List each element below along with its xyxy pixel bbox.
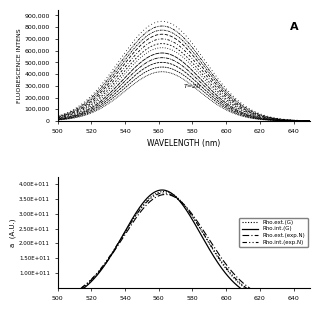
Rho.ext.(G) (303, 301, 307, 305)
Line: Rho.int.(G): Rho.int.(G) (58, 190, 310, 303)
Rho.ext.(G) (308, 301, 312, 305)
Rho.int.(exp.N) (263, 296, 267, 300)
Y-axis label: FLUORESCENCE INTENS: FLUORESCENCE INTENS (17, 28, 22, 103)
Rho.ext.(G) (193, 218, 197, 222)
Rho.ext.(exp.N) (176, 197, 180, 201)
Rho.ext.(G) (178, 198, 182, 202)
Rho.int.(G) (176, 197, 180, 201)
Rho.int.(exp.N) (56, 297, 60, 301)
Rho.int.(exp.N) (207, 240, 211, 244)
Rho.int.(exp.N) (176, 197, 180, 201)
Line: Rho.ext.(G): Rho.ext.(G) (58, 191, 310, 303)
Rho.int.(G) (308, 301, 312, 305)
Rho.int.(exp.N) (162, 191, 166, 195)
Rho.ext.(G) (162, 189, 166, 193)
Rho.ext.(G) (263, 296, 267, 300)
Rho.ext.(G) (207, 241, 211, 244)
Rho.ext.(exp.N) (164, 193, 167, 196)
Rho.int.(G) (160, 188, 164, 192)
Text: T=20: T=20 (184, 84, 201, 89)
Rho.int.(exp.N) (303, 300, 307, 304)
Text: A: A (290, 22, 299, 32)
Rho.ext.(exp.N) (178, 198, 182, 202)
X-axis label: WAVELENGTH (nm): WAVELENGTH (nm) (148, 139, 220, 148)
Line: Rho.ext.(exp.N): Rho.ext.(exp.N) (58, 195, 310, 302)
Rho.ext.(exp.N) (303, 300, 307, 304)
Rho.int.(G) (303, 301, 307, 305)
Rho.ext.(G) (56, 297, 60, 301)
Rho.int.(G) (263, 298, 267, 301)
Line: Rho.int.(exp.N): Rho.int.(exp.N) (58, 193, 310, 303)
Rho.int.(exp.N) (193, 218, 197, 222)
Rho.ext.(exp.N) (207, 237, 211, 241)
Rho.ext.(exp.N) (263, 294, 267, 298)
Rho.ext.(exp.N) (308, 300, 312, 304)
Rho.ext.(exp.N) (56, 297, 60, 301)
Y-axis label: a  (A.U.): a (A.U.) (10, 218, 16, 247)
Rho.int.(G) (178, 199, 182, 203)
Rho.int.(G) (207, 246, 211, 250)
Rho.int.(G) (56, 298, 60, 302)
Legend: Rho.ext.(G), Rho.int.(G), Rho.ext.(exp.N), Rho.int.(exp.N): Rho.ext.(G), Rho.int.(G), Rho.ext.(exp.N… (239, 218, 308, 247)
Rho.ext.(exp.N) (193, 216, 197, 220)
Rho.int.(exp.N) (308, 301, 312, 305)
Rho.int.(exp.N) (178, 199, 182, 203)
Rho.int.(G) (193, 222, 197, 226)
Rho.ext.(G) (176, 196, 180, 200)
